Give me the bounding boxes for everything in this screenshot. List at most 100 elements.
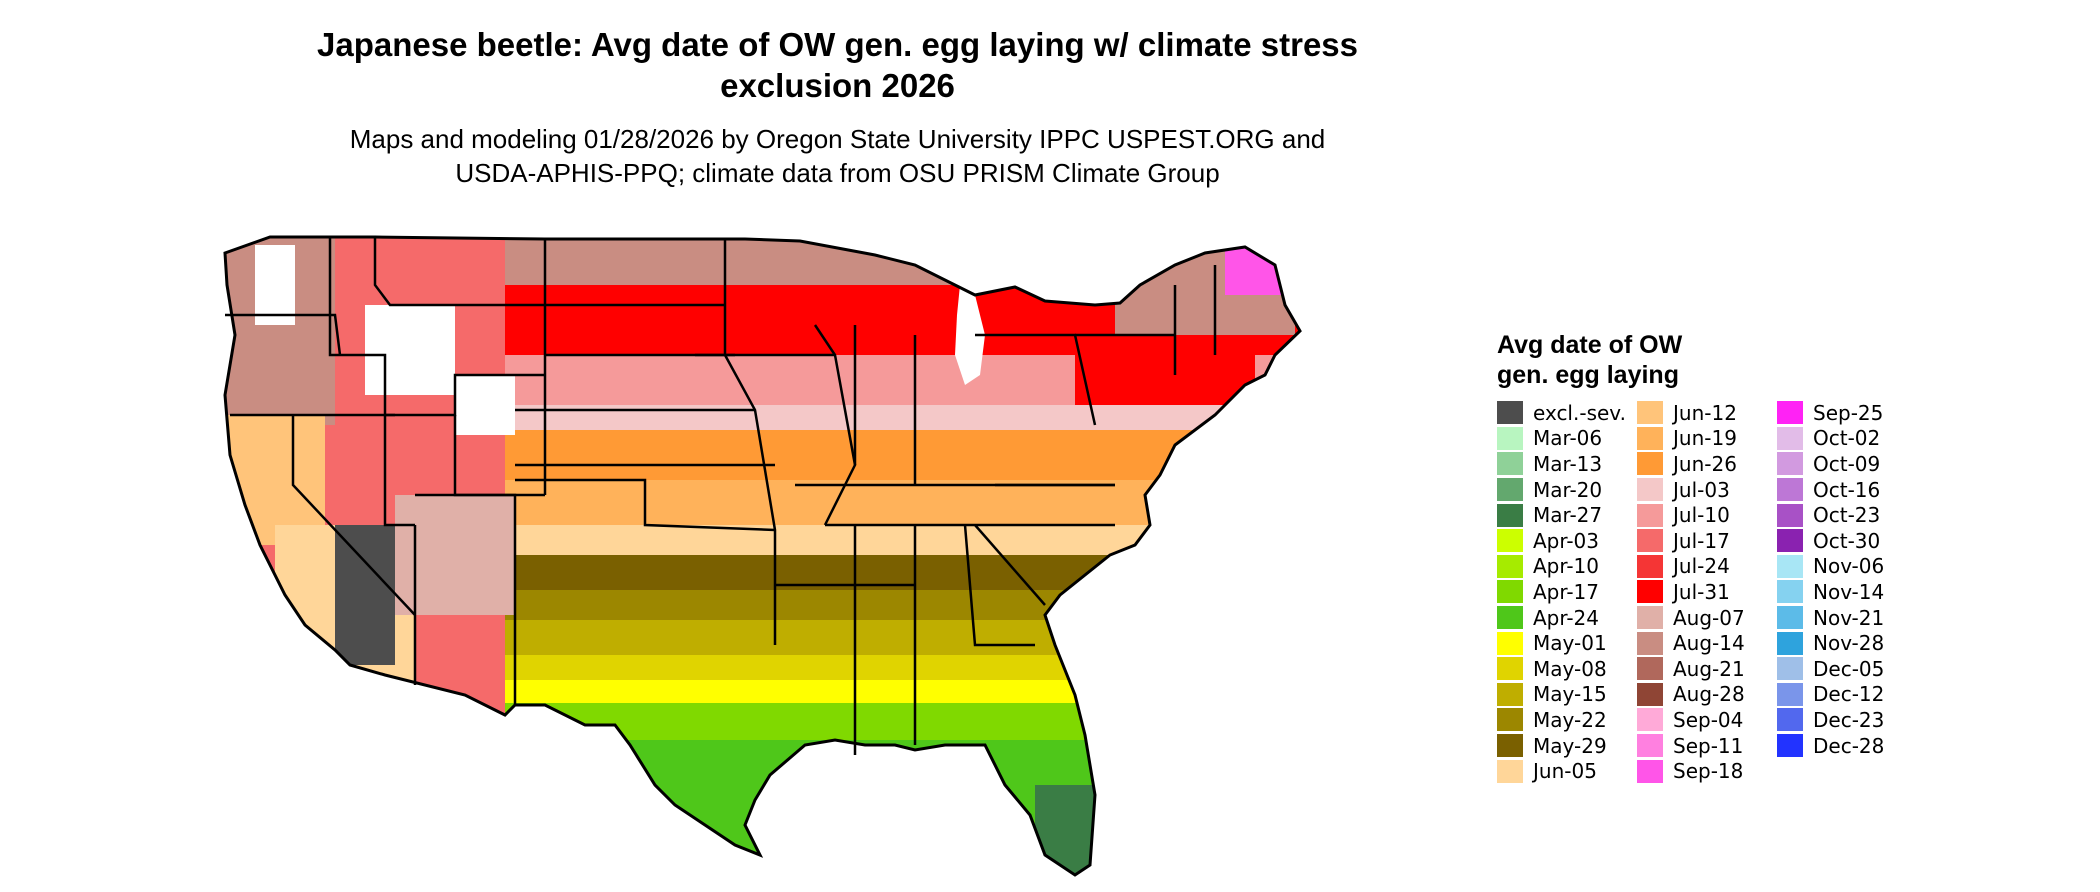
border-nm-tx [415, 493, 517, 705]
band-north [495, 237, 1300, 285]
map-subtitle: Maps and modeling 01/28/2026 by Oregon S… [300, 122, 1375, 190]
legend-label: Sep-18 [1673, 759, 1744, 784]
legend-item: Oct-30 [1777, 528, 1884, 554]
legend-item: Nov-21 [1777, 605, 1884, 631]
legend-label: Oct-30 [1813, 528, 1881, 553]
legend-item: Oct-09 [1777, 451, 1884, 477]
border-ia-il [813, 324, 857, 526]
legend-item: Apr-10 [1497, 554, 1626, 580]
legend-swatch [1497, 708, 1523, 732]
legend-swatch [1497, 426, 1523, 450]
map-title: Japanese beetle: Avg date of OW gen. egg… [300, 24, 1375, 106]
legend-item: Aug-21 [1637, 656, 1745, 682]
legend-swatch [1497, 631, 1523, 655]
legend-title-line1: Avg date of OW [1497, 331, 1683, 359]
legend-item: Sep-25 [1777, 400, 1884, 426]
legend-label: Nov-21 [1813, 605, 1885, 630]
legend-swatch [1777, 734, 1803, 758]
legend-label: Jun-12 [1673, 400, 1737, 425]
legend-swatch [1777, 401, 1803, 425]
legend-item: May-15 [1497, 682, 1626, 708]
legend-swatch [1777, 529, 1803, 553]
legend-item: Mar-27 [1497, 502, 1626, 528]
map-title-line2: exclusion 2026 [720, 67, 955, 104]
legend-label: Nov-28 [1813, 631, 1885, 656]
legend-swatch [1637, 478, 1663, 502]
legend-label: Jul-31 [1673, 579, 1730, 604]
legend-swatch [1637, 606, 1663, 630]
legend-label: Dec-23 [1813, 707, 1885, 732]
legend-label: Jul-10 [1673, 503, 1730, 528]
legend-item: Mar-20 [1497, 477, 1626, 503]
legend-item: Aug-14 [1637, 630, 1745, 656]
legend-item: Oct-02 [1777, 426, 1884, 452]
legend-label: Apr-03 [1533, 528, 1599, 553]
legend-title-line2: gen. egg laying [1497, 361, 1679, 389]
legend-label: excl.-sev. [1533, 400, 1626, 425]
legend-swatch [1777, 580, 1803, 604]
legend-swatch [1497, 452, 1523, 476]
legend-item: Oct-23 [1777, 502, 1884, 528]
legend-label: Jul-17 [1673, 528, 1730, 553]
border-idaho [328, 237, 387, 415]
legend-label: Jun-19 [1673, 426, 1737, 451]
border-ca-nv [291, 415, 416, 616]
legend-swatch [1497, 503, 1523, 527]
legend-swatch [1637, 529, 1663, 553]
legend-title: Avg date of OW gen. egg laying [1497, 330, 1917, 390]
band-cascades-excluded [255, 245, 295, 325]
border-ga-sc [974, 524, 1046, 606]
band-mid-south [495, 480, 1300, 530]
legend-swatch [1777, 682, 1803, 706]
legend-item: Dec-05 [1777, 656, 1884, 682]
band-gulf-1 [495, 590, 1300, 625]
map-title-line1: Japanese beetle: Avg date of OW gen. egg… [316, 26, 1359, 63]
legend-label: Aug-14 [1673, 631, 1745, 656]
raster-bands [225, 237, 1300, 875]
legend-swatch [1497, 759, 1523, 783]
band-oklahoma [495, 430, 1300, 485]
legend-label: Jun-26 [1673, 451, 1737, 476]
legend-item: Dec-23 [1777, 707, 1884, 733]
border-nv-ut [383, 415, 415, 527]
legend-label: Apr-24 [1533, 605, 1599, 630]
band-texas-north [495, 555, 1300, 595]
legend-swatch [1637, 734, 1663, 758]
legend-swatch [1637, 631, 1663, 655]
legend-swatch [1637, 657, 1663, 681]
legend-swatch [1777, 708, 1803, 732]
legend-swatch [1777, 657, 1803, 681]
band-south-tip [495, 740, 1300, 875]
us-map [215, 225, 1475, 890]
legend-label: Dec-12 [1813, 682, 1885, 707]
legend-label: May-01 [1533, 631, 1607, 656]
legend-label: Dec-05 [1813, 656, 1885, 681]
band-mid-atlantic [1075, 335, 1255, 405]
legend-item: Aug-28 [1637, 682, 1745, 708]
legend-item: Mar-06 [1497, 426, 1626, 452]
legend-label: Jul-03 [1673, 477, 1730, 502]
lake-michigan [955, 285, 985, 385]
legend-swatch [1497, 682, 1523, 706]
band-az-nm [395, 495, 515, 615]
legend-label: Jul-24 [1673, 554, 1730, 579]
legend-swatch [1777, 452, 1803, 476]
legend-item: Nov-28 [1777, 630, 1884, 656]
legend-label: Dec-28 [1813, 733, 1885, 758]
legend-column-2: Jun-12 Jun-19 Jun-26 Jul-03 Jul-10 Jul-17 Jul-… [1637, 400, 1745, 784]
legend-label: Apr-10 [1533, 554, 1599, 579]
legend-label: Apr-17 [1533, 579, 1599, 604]
border-wa-or [225, 313, 342, 356]
legend-item: Apr-03 [1497, 528, 1626, 554]
band-coast [495, 703, 1300, 743]
legend-column-3: Sep-25 Oct-02 Oct-09 Oct-16 Oct-23 Oct-30 Nov-… [1777, 400, 1884, 758]
legend-label: May-29 [1533, 733, 1607, 758]
legend-swatch [1497, 734, 1523, 758]
legend-label: Aug-28 [1673, 682, 1745, 707]
legend-item: May-08 [1497, 656, 1626, 682]
legend-item: Oct-16 [1777, 477, 1884, 503]
legend-swatch [1497, 554, 1523, 578]
legend-label: May-15 [1533, 682, 1607, 707]
legend-item: excl.-sev. [1497, 400, 1626, 426]
map-legend: Avg date of OW gen. egg laying excl.-sev… [1497, 330, 1917, 820]
